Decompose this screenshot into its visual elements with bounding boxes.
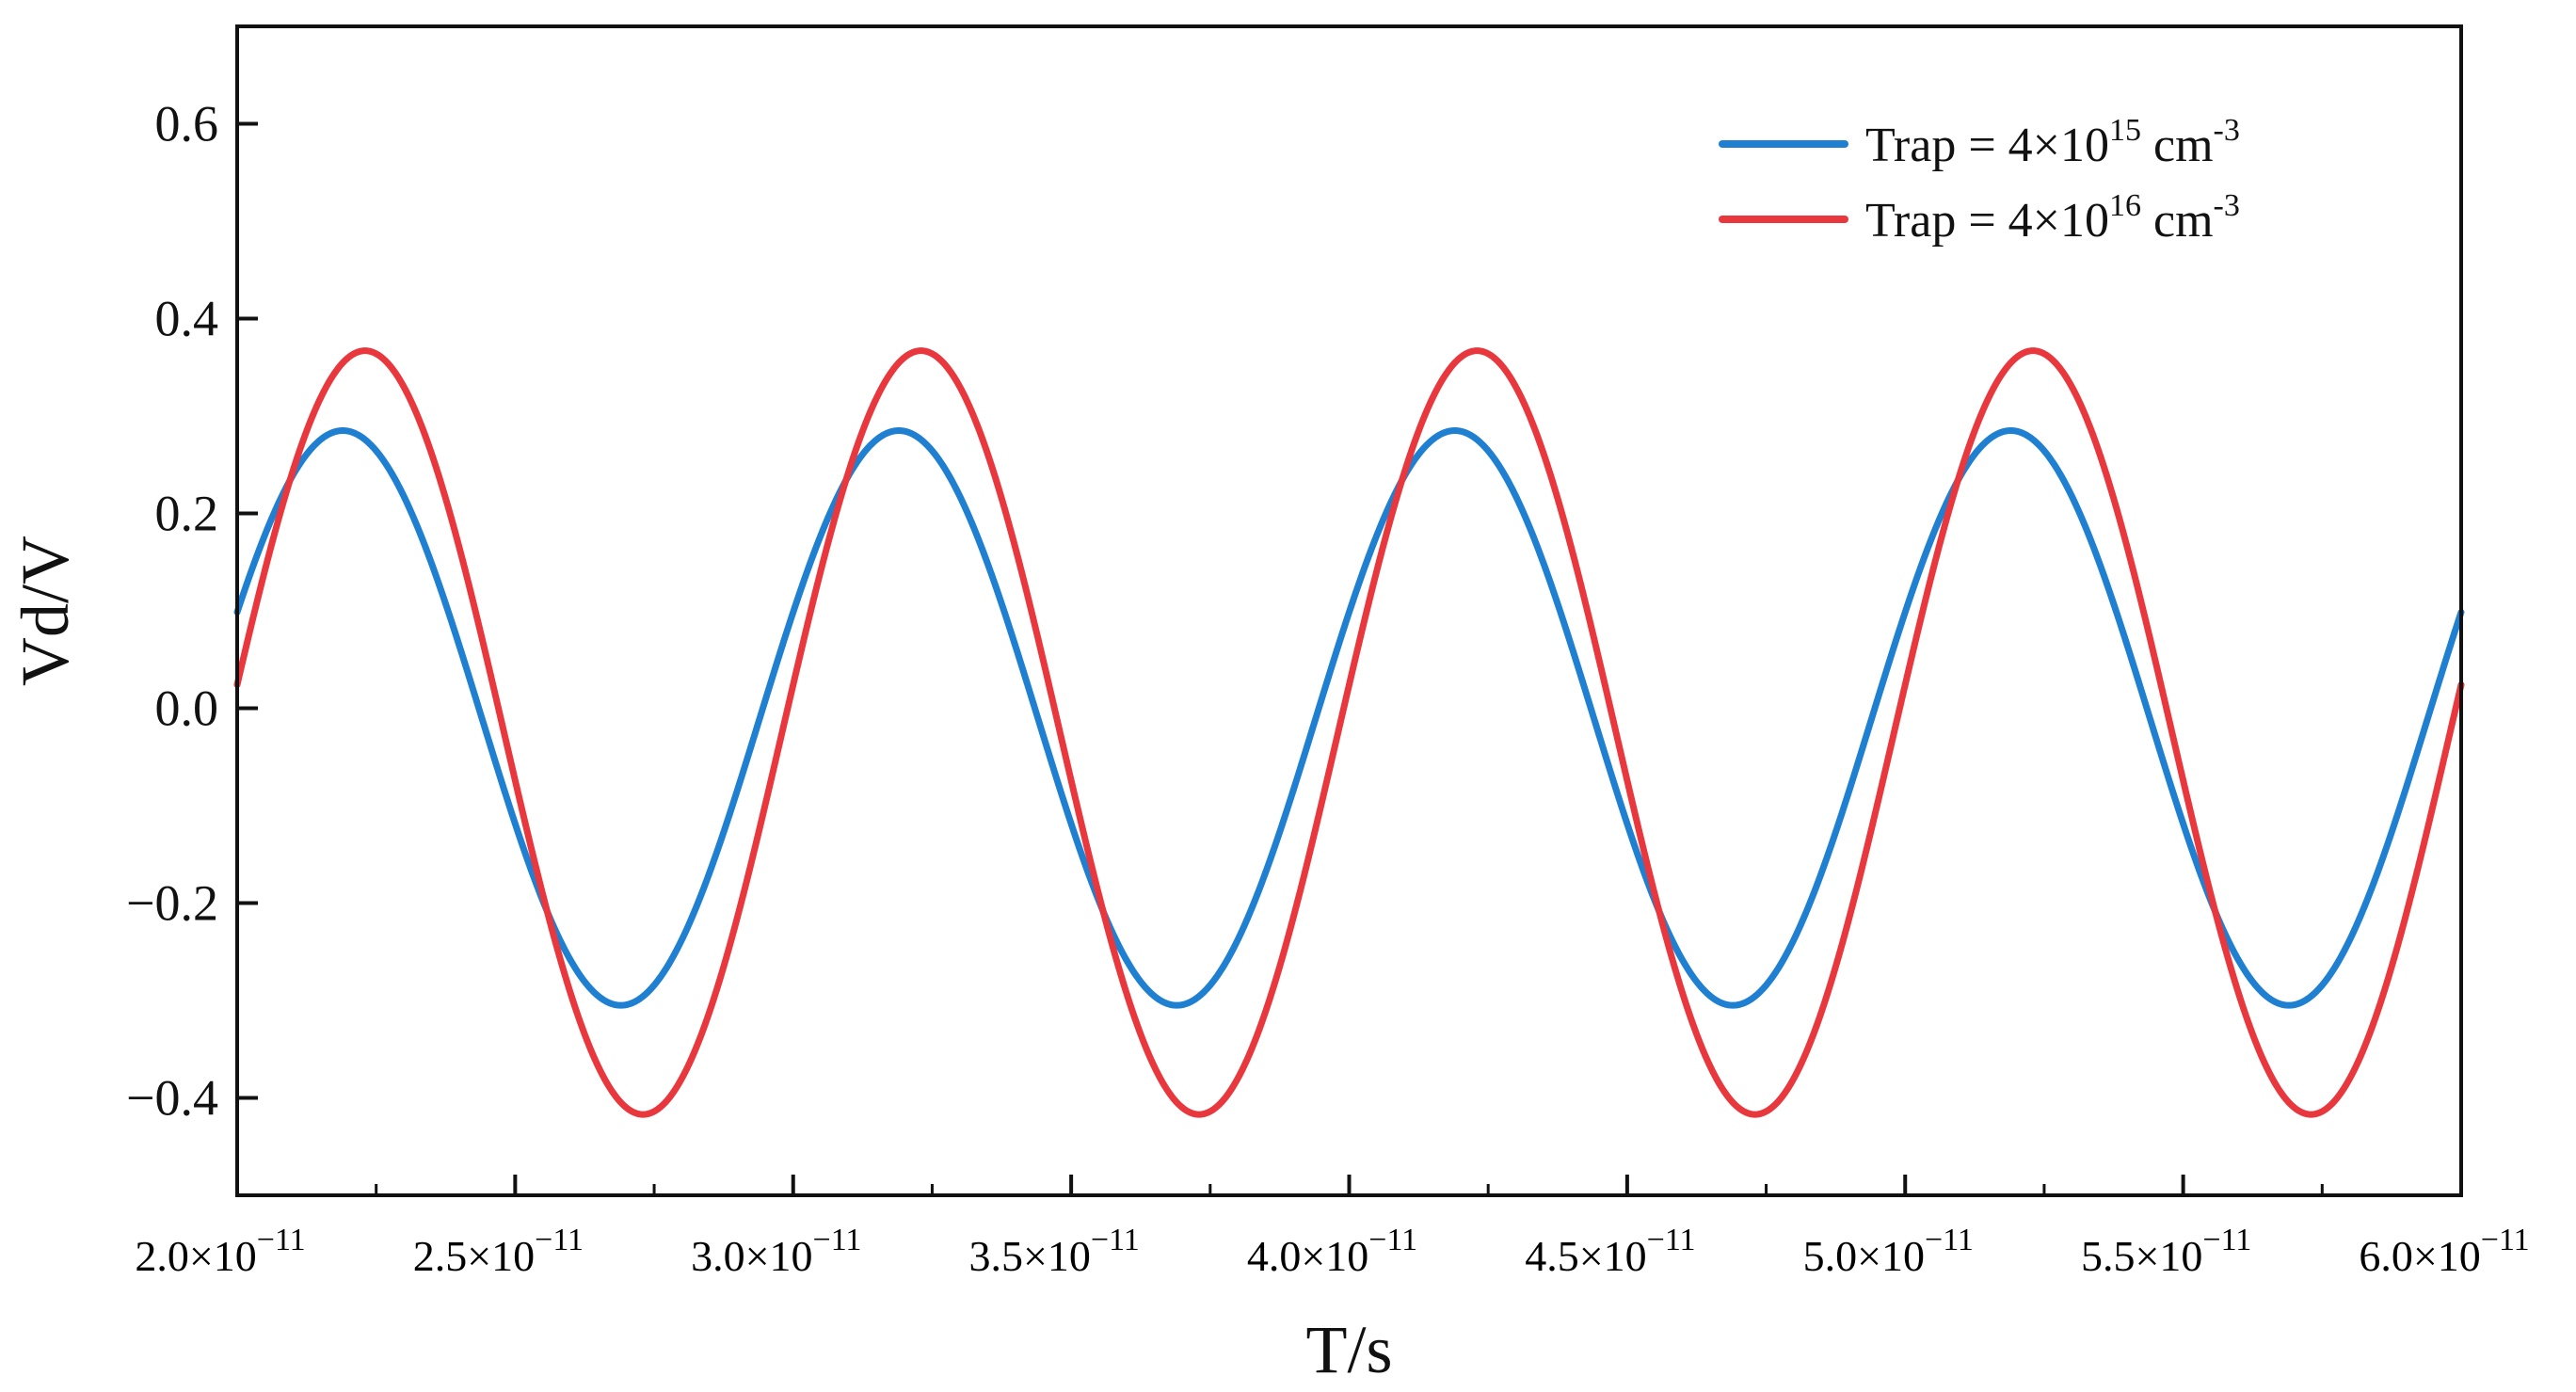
x-tick-label: 2.0×10−11 bbox=[135, 1223, 305, 1280]
x-tick-label: 6.0×10−11 bbox=[2359, 1223, 2529, 1280]
y-tick-label: −0.4 bbox=[126, 1070, 218, 1127]
y-tick-label: 0.0 bbox=[155, 680, 219, 737]
legend: Trap = 4×1015 cm-3 Trap = 4×1016 cm-3 bbox=[1719, 113, 2240, 248]
y-axis-title: Vd/V bbox=[8, 536, 83, 686]
legend-label-2: Trap = 4×1016 cm-3 bbox=[1865, 188, 2240, 248]
x-tick-label: 2.5×10−11 bbox=[413, 1223, 584, 1280]
series-layer bbox=[233, 347, 2465, 1118]
x-tick-label: 5.5×10−11 bbox=[2081, 1223, 2251, 1280]
y-tick-label: 0.2 bbox=[155, 486, 219, 542]
legend-label-1: Trap = 4×1015 cm-3 bbox=[1865, 113, 2240, 172]
x-tick-label: 3.0×10−11 bbox=[691, 1223, 861, 1280]
y-tick-label: 0.4 bbox=[155, 291, 219, 347]
x-tick-label: 4.0×10−11 bbox=[1247, 1223, 1417, 1280]
series-line-1 bbox=[233, 427, 2465, 1009]
y-axis-ticks: 0.6 0.4 0.2 0.0 −0.2 −0.4 bbox=[126, 96, 258, 1127]
x-axis-title: T/s bbox=[1305, 1312, 1392, 1387]
y-tick-label: −0.2 bbox=[126, 875, 218, 932]
x-tick-label: 4.5×10−11 bbox=[1525, 1223, 1695, 1280]
y-tick-label: 0.6 bbox=[155, 96, 219, 152]
x-axis-ticks: 2.0×10−11 2.5×10−11 3.0×10−11 3.5×10−11 4.0×… bbox=[135, 1175, 2530, 1280]
series-line-2 bbox=[233, 347, 2465, 1118]
x-tick-label: 5.0×10−11 bbox=[1803, 1223, 1974, 1280]
x-tick-label: 3.5×10−11 bbox=[968, 1223, 1139, 1280]
